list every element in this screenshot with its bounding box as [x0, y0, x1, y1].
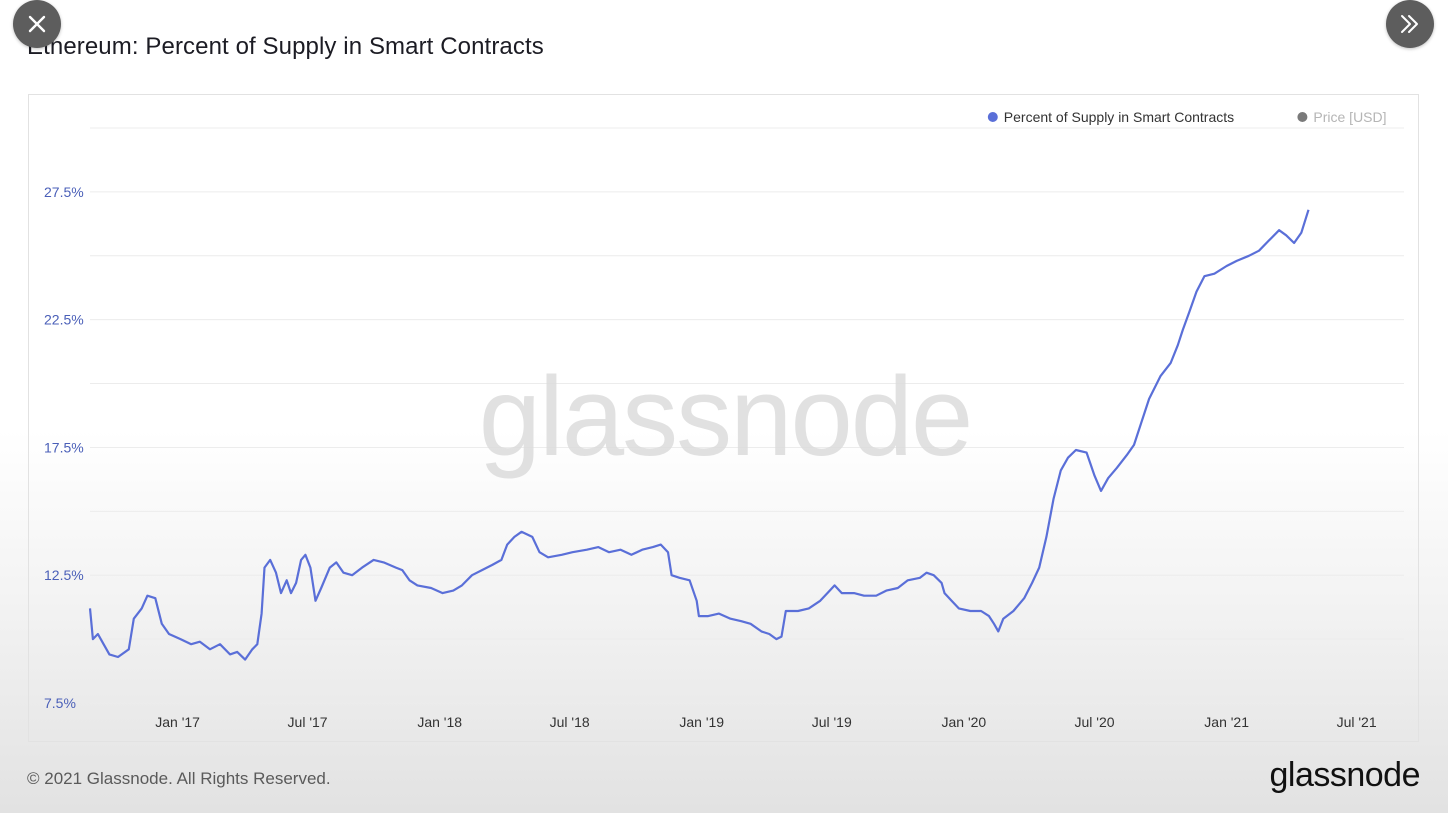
x-tick-label: Jan '19 [679, 714, 724, 730]
x-tick-label: Jul '17 [288, 714, 328, 730]
watermark-text: glassnode [479, 354, 972, 479]
series-line [88, 209, 1310, 661]
close-button[interactable] [13, 0, 61, 48]
legend: Percent of Supply in Smart Contracts Pric… [987, 109, 1387, 125]
y-axis: 7.5% 12.5% 17.5% 22.5% 27.5% [44, 184, 84, 711]
y-tick-label: 27.5% [44, 184, 84, 200]
x-tick-label: Jul '19 [812, 714, 852, 730]
chart-title: Ethereum: Percent of Supply in Smart Con… [27, 33, 544, 60]
x-tick-label: Jan '20 [941, 714, 986, 730]
legend-marker [987, 112, 998, 122]
legend-label: Price [USD] [1313, 109, 1386, 125]
x-tick-label: Jan '18 [417, 714, 462, 730]
series-layer [88, 209, 1310, 661]
brand-logo: glassnode [1269, 756, 1420, 794]
x-tick-label: Jul '20 [1075, 714, 1115, 730]
y-tick-label: 17.5% [44, 439, 84, 455]
x-axis: Jan '17 Jul '17 Jan '18 Jul '18 Jan '19 Jul '… [155, 714, 1377, 730]
legend-label: Percent of Supply in Smart Contracts [1004, 109, 1234, 125]
chart-container [28, 94, 1419, 742]
y-tick-label: 12.5% [44, 567, 84, 583]
copyright-text: © 2021 Glassnode. All Rights Reserved. [27, 769, 331, 788]
x-tick-label: Jan '17 [155, 714, 200, 730]
legend-item[interactable]: Price [USD] [1297, 109, 1387, 125]
y-tick-label: 7.5% [44, 695, 76, 711]
legend-item[interactable]: Percent of Supply in Smart Contracts [987, 109, 1234, 125]
double-chevron-right-icon [1401, 15, 1418, 33]
x-tick-label: Jul '18 [550, 714, 590, 730]
x-tick-label: Jan '21 [1204, 714, 1249, 730]
next-button[interactable] [1386, 0, 1434, 48]
gridlines [90, 127, 1404, 704]
legend-marker [1297, 112, 1308, 122]
x-tick-label: Jul '21 [1337, 714, 1377, 730]
close-icon [28, 15, 46, 33]
y-tick-label: 22.5% [44, 312, 84, 328]
